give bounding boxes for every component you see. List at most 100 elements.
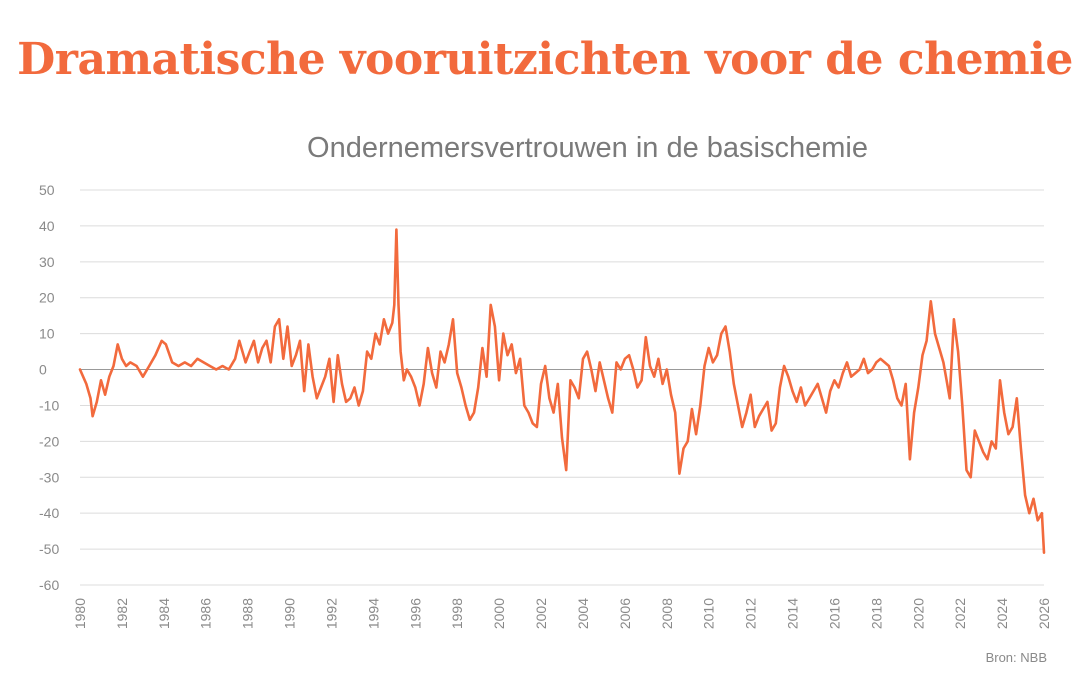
data-point [628,354,630,357]
data-point [1036,519,1039,522]
data-point [261,347,264,349]
data-point [909,458,911,461]
data-point [804,404,806,407]
data-point [165,343,167,346]
data-point [248,350,251,353]
data-point [837,386,840,389]
x-axis: 1980 1982 1984 1986 1988 1990 1992 1994 1996 1998… [72,598,1052,629]
data-point [278,318,280,321]
data-point [135,365,138,367]
x-tick-label: 2000 [491,598,507,629]
data-point [871,368,873,371]
data-point [666,368,668,371]
data-point [303,390,306,392]
data-point [357,404,360,407]
data-point [661,383,664,385]
data-point [311,375,314,378]
data-point [79,368,81,371]
data-point [775,422,777,425]
data-point [548,397,551,400]
data-point [324,375,327,378]
data-point [160,340,163,342]
data-point [91,415,94,418]
y-tick-label: 0 [39,362,47,378]
data-point [812,390,815,392]
data-point [1032,498,1035,500]
x-tick-label: 1980 [72,598,88,629]
data-point [448,343,450,346]
data-point [1016,397,1018,400]
data-point [1041,512,1043,514]
data-point [557,383,559,385]
data-point [221,365,224,367]
data-point [594,390,597,392]
data-point [649,365,651,367]
data-point [1007,433,1010,436]
data-point [938,347,940,349]
x-tick-label: 2010 [701,598,717,629]
data-point [253,340,255,342]
data-point [674,411,676,414]
data-point [1043,551,1045,554]
data-point [573,386,576,389]
data-point [362,390,364,392]
data-point [645,336,647,339]
grid [80,189,1044,586]
data-point [578,397,580,400]
data-point [370,358,373,360]
data-point [942,361,945,364]
data-point [265,340,268,342]
data-point [863,358,865,360]
data-point [366,350,368,353]
data-point [762,408,764,410]
data-point [443,361,446,364]
data-point [754,426,756,428]
data-point [257,361,259,364]
data-point [569,379,572,382]
x-tick-label: 2020 [910,598,926,629]
data-point [228,368,230,371]
x-tick-label: 2002 [533,598,549,629]
data-point [349,397,352,400]
data-point [515,372,517,374]
data-point [393,304,396,306]
data-point [728,350,731,353]
y-tick-label: 20 [39,290,55,306]
data-point [154,354,157,357]
data-point [527,411,530,414]
x-tick-label: 1994 [365,598,381,629]
data-point [833,379,836,382]
data-point [624,358,626,360]
data-point [196,358,199,360]
data-point [108,375,111,378]
x-tick-label: 2006 [617,598,633,629]
data-point [477,386,480,389]
data-point [397,304,400,306]
data-point [974,429,976,432]
data-point [307,343,310,346]
x-tick-label: 1998 [449,598,465,629]
headline: Dramatische vooruitzichten voor de chemi… [17,34,1073,85]
data-point [707,347,710,349]
data-point [883,361,886,364]
data-point [965,469,968,471]
series [78,228,1046,555]
x-tick-label: 1982 [114,598,130,629]
data-point [582,358,584,360]
data-point [670,393,672,396]
x-tick-label: 1984 [156,598,172,629]
data-point [800,386,802,389]
data-point [686,440,689,443]
data-point [846,361,848,364]
data-point [435,386,438,389]
data-point [913,411,915,414]
data-point [328,358,331,360]
data-point [699,404,702,407]
y-axis: 50 40 30 20 10 0 -10 -20 -30 -40 -50 -60 [39,182,59,593]
data-point [519,358,521,360]
data-point [733,383,735,385]
data-point [171,361,173,364]
data-point [341,383,343,385]
data-point [403,379,405,382]
data-point [611,411,614,414]
